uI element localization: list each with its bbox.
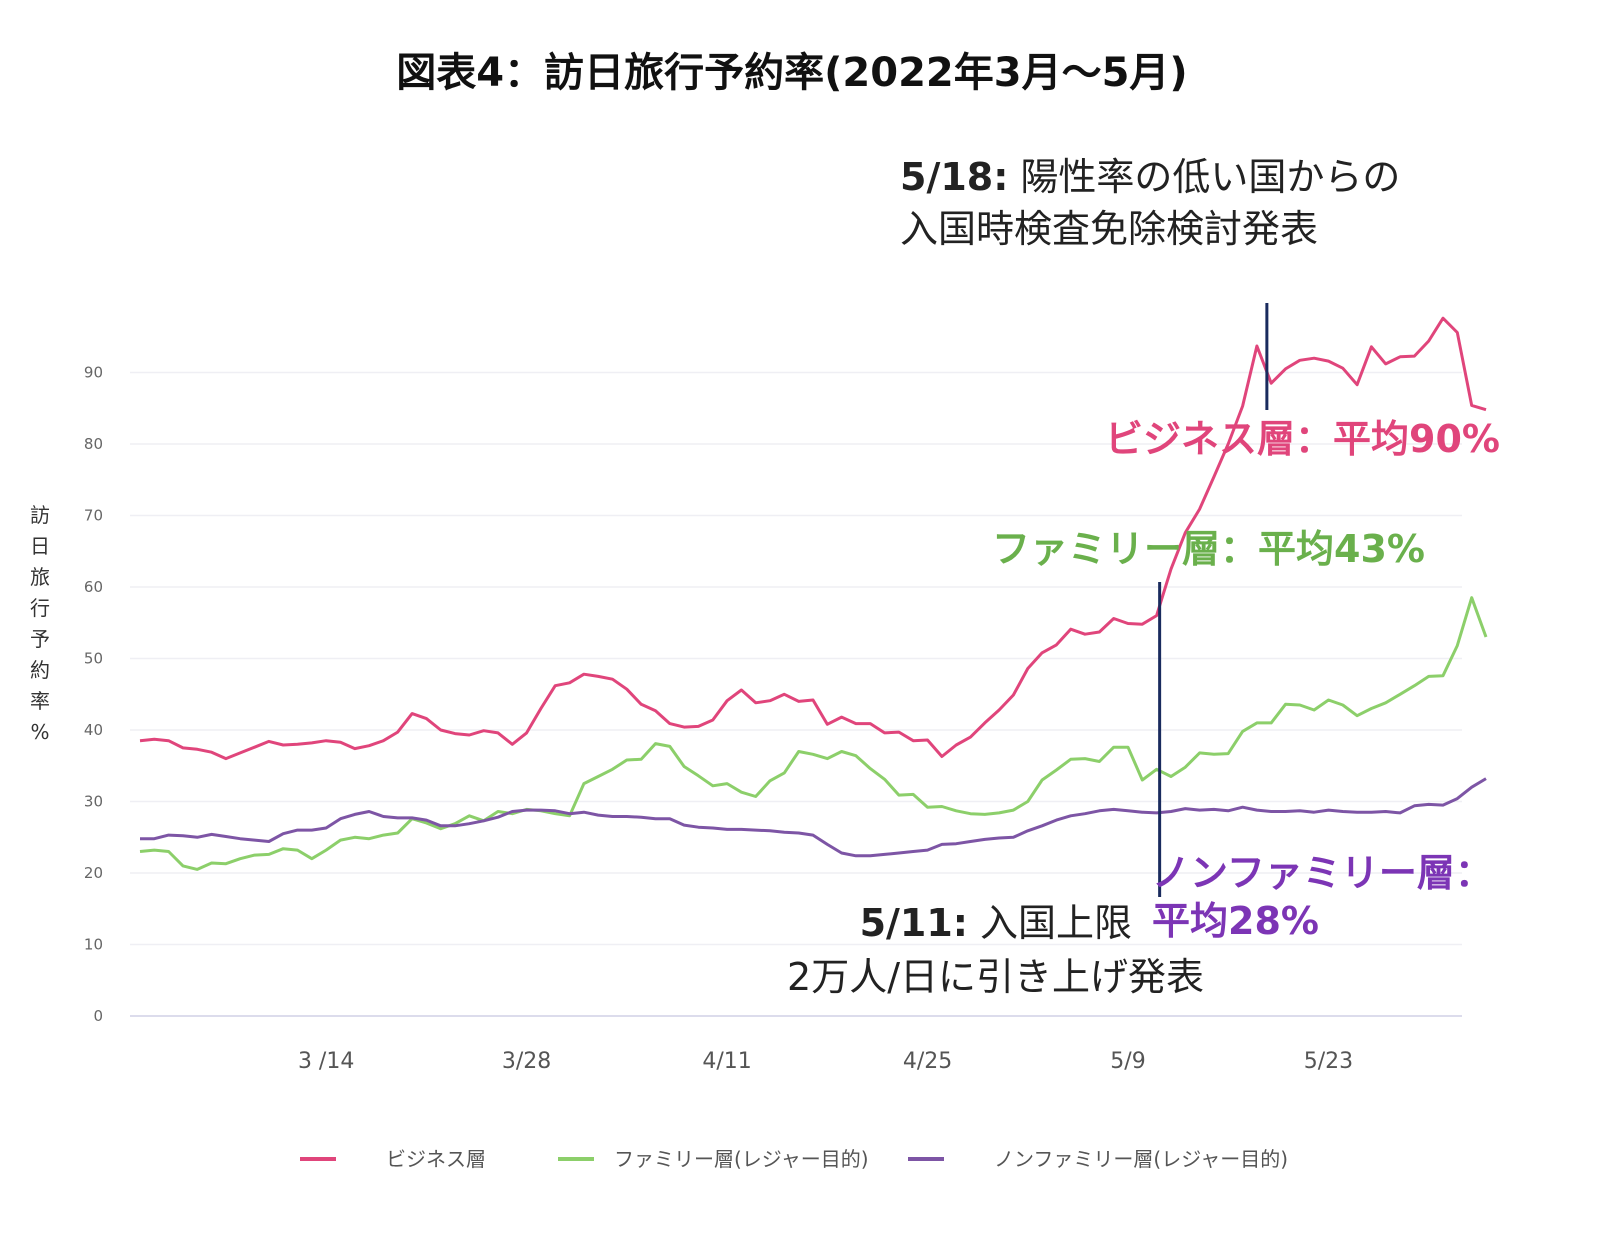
legend-label-2: ノンファミリー層(レジャー目的) bbox=[994, 1147, 1288, 1171]
x-tick-label: 3/28 bbox=[502, 1049, 551, 1074]
annotation-5-18-date: 5/18: bbox=[900, 155, 1008, 199]
x-tick-label: 4/25 bbox=[903, 1049, 952, 1074]
y-label-char: 行 bbox=[30, 596, 50, 620]
gridlines bbox=[130, 371, 1462, 1017]
y-tick-label: 60 bbox=[84, 578, 103, 596]
series-line-0 bbox=[139, 316, 1487, 761]
legend-label-1: ファミリー層(レジャー目的) bbox=[614, 1147, 869, 1171]
y-tick-label: 80 bbox=[84, 435, 103, 453]
y-tick-label: 30 bbox=[84, 793, 103, 811]
annotation-5-18-line1: 5/18: 陽性率の低い国からの bbox=[900, 155, 1400, 199]
y-tick-label: 40 bbox=[84, 721, 103, 739]
y-tick-label: 50 bbox=[84, 650, 103, 668]
y-label-char: 訪 bbox=[30, 503, 50, 527]
y-label-char: 予 bbox=[30, 627, 50, 651]
y-label-char: 率 bbox=[30, 689, 50, 713]
annotation-5-18-text: 陽性率の低い国からの bbox=[1020, 155, 1400, 199]
x-tick-label: 5/9 bbox=[1110, 1049, 1145, 1074]
series-lines bbox=[139, 316, 1488, 871]
annotation-5-11-line2: 2万人/日に引き上げ発表 bbox=[787, 955, 1204, 999]
y-tick-label: 10 bbox=[84, 936, 103, 954]
y-tick-label: 20 bbox=[84, 864, 103, 882]
annotation-5-18-line2: 入国時検査免除検討発表 bbox=[900, 207, 1318, 251]
series-line-2 bbox=[140, 777, 1487, 858]
chart-title: 図表4：訪日旅行予約率(2022年3月～5月) bbox=[396, 50, 1187, 96]
annotation-5-11-date: 5/11: bbox=[860, 901, 968, 945]
y-axis-label: 訪日旅行予約率% bbox=[30, 503, 50, 744]
callout-business: ビジネス層：平均90% bbox=[1105, 417, 1500, 461]
callout-nonfamily-line1: ノンファミリー層： bbox=[1152, 851, 1493, 895]
y-label-char: 日 bbox=[30, 534, 50, 558]
x-axis-ticks: 3 /14 3/28 4/11 4/25 5/9 5/23 bbox=[298, 1049, 1353, 1074]
y-tick-label: 90 bbox=[84, 364, 103, 382]
legend: ビジネス層 ファミリー層(レジャー目的) ノンファミリー層(レジャー目的) bbox=[300, 1147, 1288, 1171]
x-tick-label: 4/11 bbox=[702, 1049, 751, 1074]
y-tick-label: 0 bbox=[93, 1007, 103, 1025]
y-label-char: 約 bbox=[30, 658, 50, 682]
x-tick-label: 5/23 bbox=[1304, 1049, 1353, 1074]
callout-family: ファミリー層：平均43% bbox=[992, 527, 1425, 571]
x-tick-label: 3 /14 bbox=[298, 1049, 354, 1074]
annotation-5-11-text: 入国上限 bbox=[980, 901, 1132, 945]
legend-label-0: ビジネス層 bbox=[386, 1147, 486, 1171]
callout-nonfamily-line2: 平均28% bbox=[1152, 899, 1319, 943]
series-line-1 bbox=[139, 596, 1488, 871]
y-label-char: 旅 bbox=[30, 565, 50, 589]
annotation-5-11-line1: 5/11: 入国上限 bbox=[860, 901, 1132, 945]
y-label-char: % bbox=[30, 720, 49, 744]
y-axis-ticks: 0 10 20 30 40 50 60 70 80 90 bbox=[84, 364, 103, 1026]
y-tick-label: 70 bbox=[84, 507, 103, 525]
